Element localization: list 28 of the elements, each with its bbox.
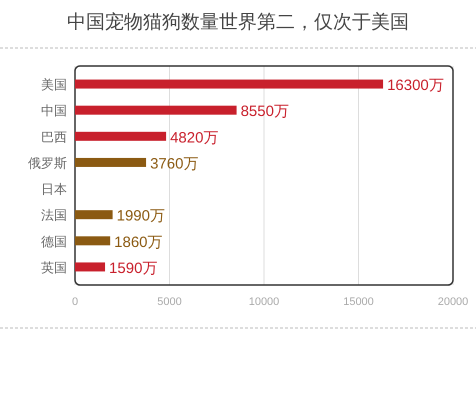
y-tick-label: 美国 (41, 77, 67, 92)
data-label: 8550万 (240, 103, 289, 120)
y-tick-label: 英国 (41, 260, 67, 275)
data-label: 1590万 (109, 260, 158, 277)
bar (75, 80, 384, 89)
data-label: 3760万 (150, 155, 198, 172)
y-tick-label: 巴西 (41, 129, 67, 144)
data-label: 1990万 (116, 208, 165, 225)
y-tick-label: 中国 (41, 103, 67, 118)
y-tick-label: 日本 (41, 182, 67, 197)
bar (75, 262, 106, 272)
x-tick-label: 10000 (248, 296, 280, 308)
data-label: 4820万 (170, 129, 218, 146)
y-tick-label: 俄罗斯 (28, 155, 67, 170)
x-tick-label: 5000 (157, 296, 182, 308)
bar (75, 158, 146, 167)
x-tick-label: 0 (72, 296, 78, 308)
y-tick-label: 法国 (41, 208, 67, 223)
y-tick-label: 德国 (41, 234, 67, 249)
data-label: 16300万 (387, 77, 444, 94)
bar (75, 210, 113, 220)
chart-title: 中国宠物猫狗数量世界第二，仅次于美国 (67, 11, 409, 33)
data-label: 1860万 (114, 234, 163, 251)
x-tick-label: 15000 (343, 296, 374, 308)
bar (75, 106, 237, 115)
bar (75, 236, 110, 246)
bar (75, 132, 166, 141)
x-tick-label: 20000 (438, 296, 468, 308)
